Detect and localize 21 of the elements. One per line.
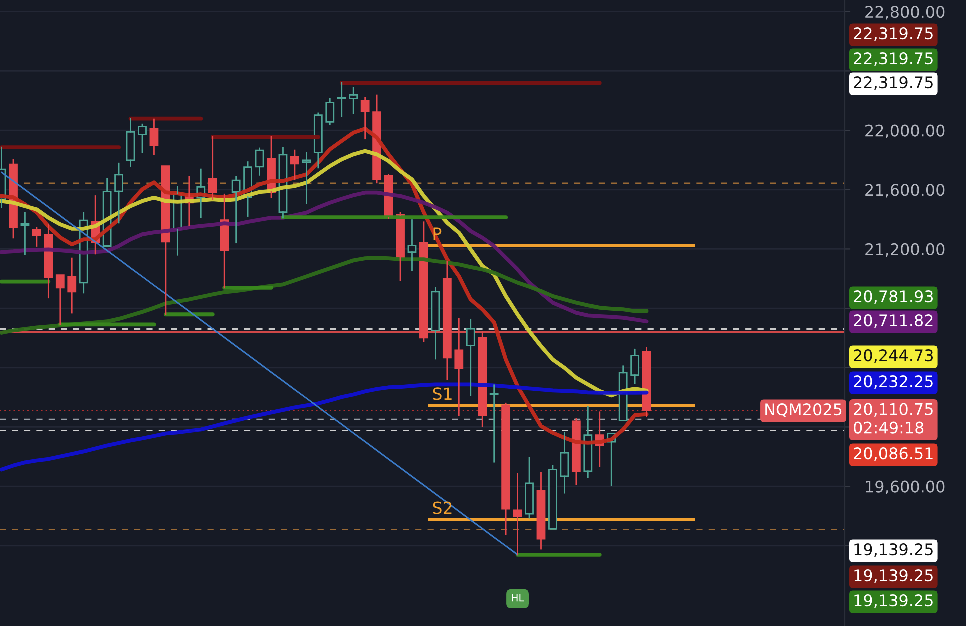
text: 19,139.25 xyxy=(854,594,933,608)
y-tick-label: 19,600.00 xyxy=(866,480,945,494)
text: 19,139.25 xyxy=(854,570,933,584)
text: 20,781.93 xyxy=(854,290,934,304)
text: 22,319.75 xyxy=(854,76,933,90)
ref-line-label: S2 xyxy=(433,502,452,514)
y-tick-label: 21,600.00 xyxy=(866,184,945,198)
text: 20,711.82 xyxy=(854,314,933,328)
y-tick-label: 22,800.00 xyxy=(866,6,945,20)
text: NQM2025 xyxy=(766,404,842,418)
text: 20,244.73 xyxy=(854,350,934,364)
text: 22,319.75 xyxy=(854,28,933,42)
text: 20,232.25 xyxy=(854,376,933,390)
text: 20,086.51 xyxy=(854,448,933,462)
ref-line-label: S1 xyxy=(433,388,452,400)
text: 22,319.75 xyxy=(854,52,933,66)
y-tick-label: 22,000.00 xyxy=(866,124,945,138)
text: 20,110.75 02:49:18 xyxy=(854,403,933,434)
y-tick-label: 21,200.00 xyxy=(866,243,945,258)
text: 19,139.25 xyxy=(854,544,933,558)
annotation: HL xyxy=(512,594,524,602)
